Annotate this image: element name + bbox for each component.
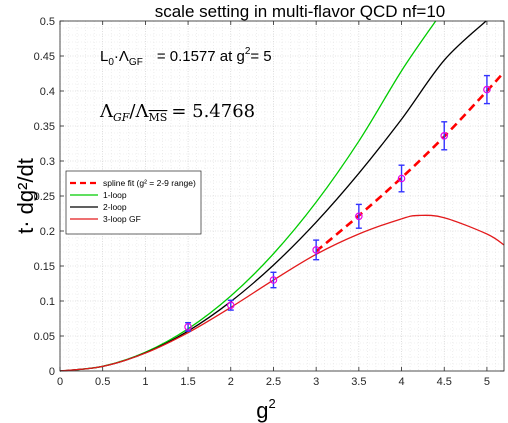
annotation-ratio-slash: /Λ [129,101,149,122]
y-tick-label: 0 [49,366,55,378]
x-axis-label-sup: 2 [269,396,276,411]
annotation-ratio-left: Λ [99,101,114,122]
y-tick-label: 0.05 [34,331,55,343]
legend-label-3loop: 3-loop GF [103,214,141,224]
legend-item-1loop: 1-loop [70,190,127,200]
y-axis-label: t· dg²/dt [13,158,38,234]
x-axis-label-base: g [256,398,268,423]
y-tick-label: 0.35 [34,121,55,133]
x-tick-label: 5 [484,376,490,388]
y-tick-label: 0.15 [34,261,55,273]
x-tick-label: 2.5 [266,376,281,388]
annotation-l0-tail: = 5 [250,48,271,65]
data-point-marker [397,174,406,183]
x-tick-label: 2 [228,376,234,388]
x-tick-label: 4.5 [437,376,452,388]
annotation-l0-sub: 0 [108,57,114,68]
annotation-l0-prefix: L [100,48,108,65]
x-tick-label: 1 [142,376,148,388]
data-point-marker [184,323,192,331]
annotation-l0-sup: 2 [245,46,251,57]
x-tick-label: 0.5 [95,376,110,388]
x-axis-label: g2 [256,396,275,423]
y-tick-label: 0.45 [34,51,55,63]
y-tick-label: 0.1 [40,296,55,308]
data-point-marker [269,276,278,284]
x-tick-label: 1.5 [180,376,195,388]
data-point-marker [483,85,491,94]
annotation-l0: L0·ΛGF = 0.1577 at g2= 5 [100,46,272,68]
y-tick-label: 0.25 [34,191,55,203]
x-tick-label: 3.5 [351,376,366,388]
annotation-l0-sub2: GF [129,57,143,68]
series-spline-fit [315,71,505,253]
legend-label-2loop: 2-loop [103,202,127,212]
annotation-ratio: ΛGF/ΛMS = 5.4768 [99,101,255,124]
legend-label-spline: spline fit (g² = 2-9 range) [103,178,196,188]
annotation-ratio-sub-left: GF [113,111,130,124]
y-tick-label: 0.3 [40,156,55,168]
data-point-marker [312,246,320,254]
annotation-l0-mid: ·Λ [114,48,129,65]
x-tick-label: 0 [57,376,63,388]
data-points [184,74,491,332]
legend-item-spline: spline fit (g² = 2-9 range) [70,178,196,188]
chart-title: scale setting in multi-flavor QCD nf=10 [155,2,446,21]
annotation-ratio-value: = 5.4768 [171,101,255,122]
legend: spline fit (g² = 2-9 range) 1-loop 2-loo… [65,170,202,235]
y-tick-label: 0.4 [40,86,55,98]
y-tick-label: 0.2 [40,226,55,238]
annotation-l0-value: = 0.1577 at g [157,48,245,65]
legend-box [65,170,202,235]
legend-label-1loop: 1-loop [103,190,127,200]
x-tick-label: 3 [313,376,319,388]
axis-ticks: 0 0.5 1 1.5 2 2.5 3 3.5 4 4.5 5 0 0.05 0.1 0.15 0.2 0.25… [34,16,504,388]
x-tick-label: 4 [398,376,404,388]
data-point-marker [226,301,235,310]
legend-item-3loop: 3-loop GF [70,214,141,224]
data-point-marker [440,132,449,140]
annotation-ratio-sub-right: MS [149,111,168,124]
legend-item-2loop: 2-loop [70,202,127,212]
data-point-marker [355,212,363,221]
y-tick-label: 0.5 [40,16,55,28]
